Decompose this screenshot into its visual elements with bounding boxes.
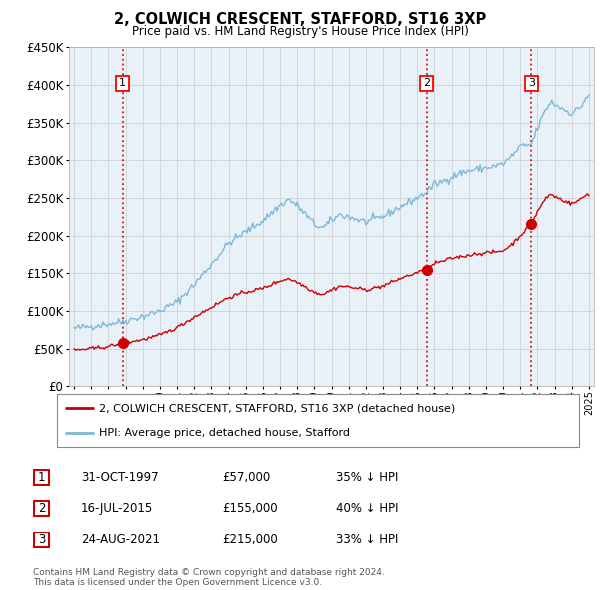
- Text: £155,000: £155,000: [222, 502, 278, 515]
- Text: 2, COLWICH CRESCENT, STAFFORD, ST16 3XP: 2, COLWICH CRESCENT, STAFFORD, ST16 3XP: [114, 12, 486, 27]
- Text: 2, COLWICH CRESCENT, STAFFORD, ST16 3XP (detached house): 2, COLWICH CRESCENT, STAFFORD, ST16 3XP …: [99, 404, 455, 414]
- Text: 16-JUL-2015: 16-JUL-2015: [81, 502, 153, 515]
- FancyBboxPatch shape: [57, 394, 579, 447]
- Text: 3: 3: [528, 78, 535, 88]
- Text: 3: 3: [38, 533, 45, 546]
- Text: Price paid vs. HM Land Registry's House Price Index (HPI): Price paid vs. HM Land Registry's House …: [131, 25, 469, 38]
- Text: 2: 2: [423, 78, 430, 88]
- Text: £57,000: £57,000: [222, 471, 270, 484]
- Text: 33% ↓ HPI: 33% ↓ HPI: [336, 533, 398, 546]
- Text: 35% ↓ HPI: 35% ↓ HPI: [336, 471, 398, 484]
- FancyBboxPatch shape: [34, 532, 49, 548]
- Text: 31-OCT-1997: 31-OCT-1997: [81, 471, 158, 484]
- Text: £215,000: £215,000: [222, 533, 278, 546]
- Text: HPI: Average price, detached house, Stafford: HPI: Average price, detached house, Staf…: [99, 428, 350, 438]
- Text: 40% ↓ HPI: 40% ↓ HPI: [336, 502, 398, 515]
- Text: 1: 1: [38, 471, 45, 484]
- FancyBboxPatch shape: [34, 501, 49, 516]
- Text: Contains HM Land Registry data © Crown copyright and database right 2024.
This d: Contains HM Land Registry data © Crown c…: [33, 568, 385, 587]
- FancyBboxPatch shape: [34, 470, 49, 485]
- Text: 24-AUG-2021: 24-AUG-2021: [81, 533, 160, 546]
- Text: 2: 2: [38, 502, 45, 515]
- Text: 1: 1: [119, 78, 126, 88]
